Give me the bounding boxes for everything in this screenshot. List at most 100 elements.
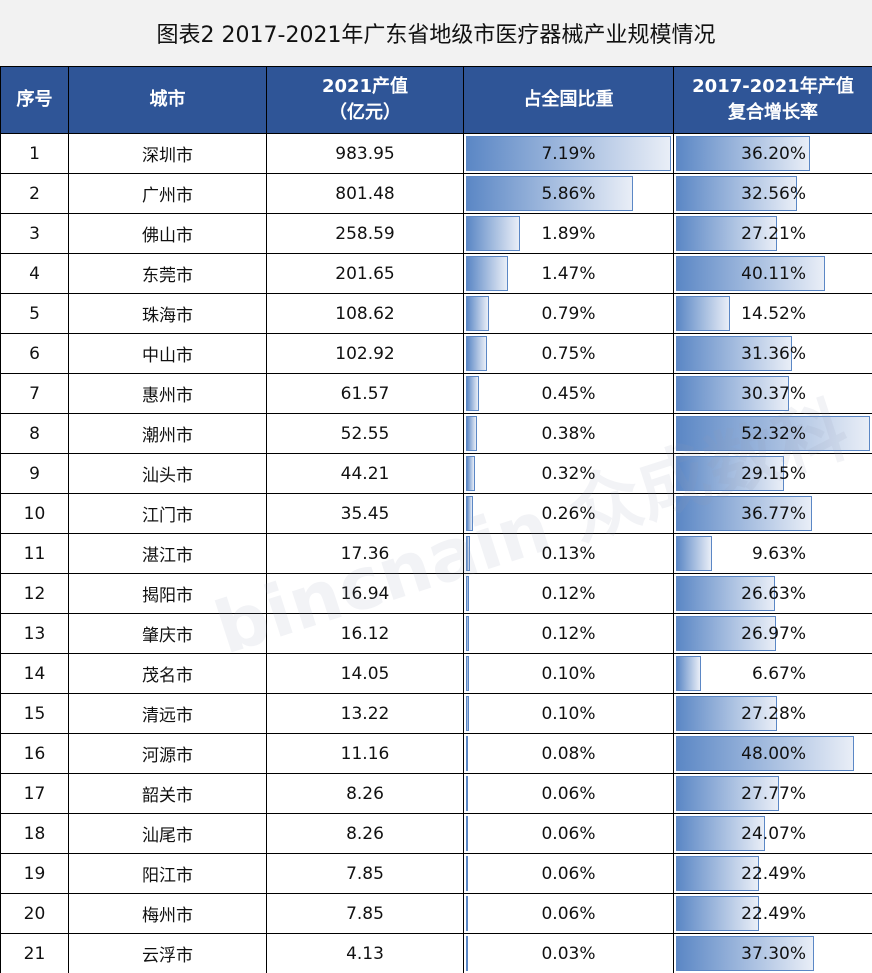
cell-index: 17 [0,773,69,814]
cell-index: 20 [0,893,69,934]
header-value-line1: 2021产值 [321,76,409,97]
table-row: 7 惠州市 61.57 0.45% 30.37% [0,373,872,414]
cagr-data-bar [676,856,760,891]
cell-value: 52.55 [266,413,464,454]
share-label: 0.06% [541,783,596,804]
share-label: 5.86% [541,183,596,204]
cagr-label: 40.11% [741,263,806,284]
cell-city: 肇庆市 [68,613,267,654]
share-data-bar [466,176,634,211]
cell-cagr: 37.30% [673,933,872,973]
table-row: 10 江门市 35.45 0.26% 36.77% [0,493,872,534]
share-data-bar [466,696,469,731]
share-label: 0.75% [541,343,596,364]
cell-city: 揭阳市 [68,573,267,614]
cagr-data-bar [676,416,870,451]
cagr-label: 36.20% [741,143,806,164]
table-row: 16 河源市 11.16 0.08% 48.00% [0,733,872,774]
share-data-bar [466,336,488,371]
cagr-data-bar [676,776,779,811]
table-row: 1 深圳市 983.95 7.19% 36.20% [0,133,872,174]
header-cagr-line1: 2017-2021年产值 [692,76,854,97]
cagr-data-bar [676,296,730,331]
cell-share: 0.10% [463,693,674,734]
cell-share: 0.10% [463,653,674,694]
cell-city: 惠州市 [68,373,267,414]
cell-value: 7.85 [266,853,464,894]
cell-city: 潮州市 [68,413,267,454]
share-label: 0.12% [541,583,596,604]
share-data-bar [466,656,469,691]
header-row: 序号 城市 2021产值 （亿元） 占全国比重 2017-2021年产值 复合增长率 [0,66,872,134]
cell-value: 108.62 [266,293,464,334]
cell-value: 16.94 [266,573,464,614]
cagr-label: 14.52% [741,303,806,324]
header-city: 城市 [68,66,267,134]
cell-share: 0.75% [463,333,674,374]
cell-cagr: 22.49% [673,893,872,934]
cell-share: 0.79% [463,293,674,334]
cell-index: 16 [0,733,69,774]
share-data-bar [466,936,468,971]
table-row: 11 湛江市 17.36 0.13% 9.63% [0,533,872,574]
cell-index: 13 [0,613,69,654]
cell-city: 深圳市 [68,133,267,174]
share-data-bar [466,496,474,531]
table-row: 12 揭阳市 16.94 0.12% 26.63% [0,573,872,614]
table-row: 4 东莞市 201.65 1.47% 40.11% [0,253,872,294]
cell-share: 5.86% [463,173,674,214]
share-label: 0.10% [541,663,596,684]
cagr-data-bar [676,336,793,371]
cell-share: 0.06% [463,893,674,934]
cell-cagr: 31.36% [673,333,872,374]
cell-cagr: 14.52% [673,293,872,334]
cell-city: 清远市 [68,693,267,734]
cagr-label: 27.28% [741,703,806,724]
cagr-label: 36.77% [741,503,806,524]
share-label: 0.08% [541,743,596,764]
cell-cagr: 6.67% [673,653,872,694]
cagr-label: 31.36% [741,343,806,364]
cagr-data-bar [676,936,815,971]
cell-value: 44.21 [266,453,464,494]
cell-value: 13.22 [266,693,464,734]
cell-index: 6 [0,333,69,374]
cell-value: 17.36 [266,533,464,574]
cell-value: 7.85 [266,893,464,934]
table-row: 13 肇庆市 16.12 0.12% 26.97% [0,613,872,654]
cagr-data-bar [676,656,701,691]
share-data-bar [466,616,470,651]
share-data-bar [466,816,468,851]
share-data-bar [466,296,489,331]
table-row: 6 中山市 102.92 0.75% 31.36% [0,333,872,374]
share-label: 0.06% [541,863,596,884]
cell-share: 1.47% [463,253,674,294]
header-share: 占全国比重 [463,66,674,134]
cagr-data-bar [676,896,760,931]
header-cagr: 2017-2021年产值 复合增长率 [673,66,872,134]
cagr-label: 6.67% [751,663,806,684]
share-data-bar [466,136,671,171]
table-body: 1 深圳市 983.95 7.19% 36.20% 2 广州市 801.48 5… [0,133,872,973]
share-label: 0.38% [541,423,596,444]
cell-share: 0.06% [463,773,674,814]
cell-share: 0.32% [463,453,674,494]
cell-cagr: 26.97% [673,613,872,654]
table-row: 2 广州市 801.48 5.86% 32.56% [0,173,872,214]
cell-index: 15 [0,693,69,734]
cell-share: 0.26% [463,493,674,534]
share-data-bar [466,576,470,611]
share-label: 0.26% [541,503,596,524]
cell-cagr: 36.77% [673,493,872,534]
cell-cagr: 22.49% [673,853,872,894]
cell-cagr: 26.63% [673,573,872,614]
share-label: 0.79% [541,303,596,324]
table-row: 9 汕头市 44.21 0.32% 29.15% [0,453,872,494]
cell-value: 61.57 [266,373,464,414]
share-label: 0.06% [541,823,596,844]
cell-city: 汕头市 [68,453,267,494]
cell-value: 8.26 [266,773,464,814]
cell-index: 8 [0,413,69,454]
cell-share: 0.06% [463,813,674,854]
